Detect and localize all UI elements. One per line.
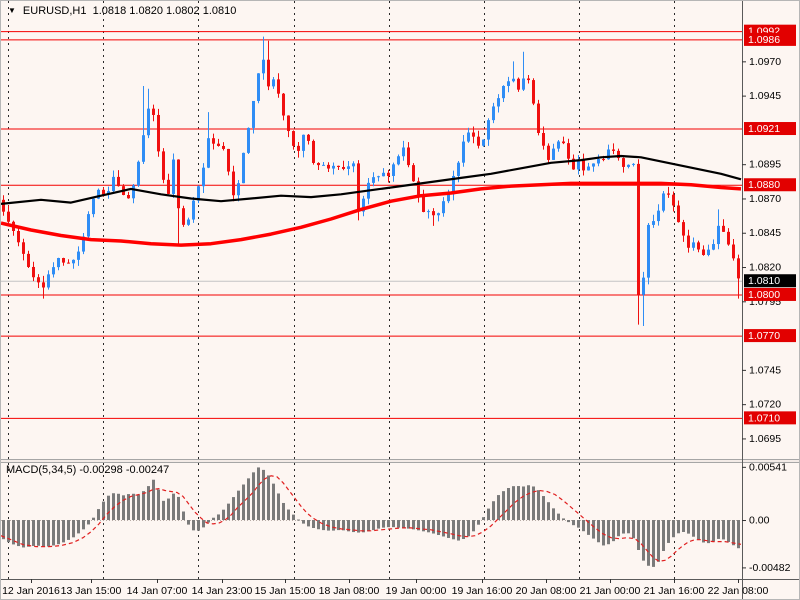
- svg-text:14 Jan 23:00: 14 Jan 23:00: [192, 585, 253, 597]
- svg-text:1.0945: 1.0945: [749, 90, 781, 102]
- svg-text:1.0720: 1.0720: [749, 399, 781, 411]
- svg-text:1.0870: 1.0870: [749, 193, 781, 205]
- candles: [2, 36, 740, 326]
- svg-text:-0.00482: -0.00482: [749, 562, 791, 574]
- svg-text:21 Jan 00:00: 21 Jan 00:00: [580, 585, 641, 597]
- macd-panel[interactable]: [1, 463, 742, 579]
- macd-indicator-label: MACD(5,34,5) -0.00298 -0.00247: [6, 464, 170, 476]
- svg-text:1.0770: 1.0770: [748, 330, 780, 342]
- svg-text:22 Jan 08:00: 22 Jan 08:00: [708, 585, 769, 597]
- price-axis-labels: 1.0970 1.0945 1.0895 1.0870 1.0845 1.0820 1.07…: [742, 56, 781, 445]
- svg-text:1.0810: 1.0810: [748, 275, 780, 287]
- macd-signal-line: [1, 475, 742, 562]
- current-price-badge: 1.0810: [744, 274, 796, 288]
- panel-separator: [1, 459, 799, 463]
- time-axis-labels: 12 Jan 2016 13 Jan 15:00 14 Jan 07:00 14 Ja…: [2, 579, 769, 597]
- svg-text:1.0895: 1.0895: [749, 159, 781, 171]
- svg-text:1.0986: 1.0986: [748, 34, 780, 46]
- price-chart-panel[interactable]: [1, 1, 742, 459]
- ma-fast-line: [1, 154, 742, 205]
- svg-text:1.0970: 1.0970: [749, 56, 781, 68]
- svg-text:1.0710: 1.0710: [748, 412, 780, 424]
- macd-histogram: [2, 467, 740, 567]
- svg-text:20 Jan 08:00: 20 Jan 08:00: [516, 585, 577, 597]
- svg-text:14 Jan 07:00: 14 Jan 07:00: [127, 585, 188, 597]
- svg-text:0.00541: 0.00541: [749, 461, 787, 473]
- svg-text:1.0745: 1.0745: [749, 364, 781, 376]
- time-axis[interactable]: [1, 579, 799, 599]
- svg-text:1.0820: 1.0820: [749, 262, 781, 274]
- svg-text:19 Jan 16:00: 19 Jan 16:00: [452, 585, 513, 597]
- price-axis[interactable]: [742, 1, 799, 579]
- svg-text:1.0695: 1.0695: [749, 433, 781, 445]
- svg-text:1.0880: 1.0880: [748, 179, 780, 191]
- svg-text:19 Jan 00:00: 19 Jan 00:00: [386, 585, 447, 597]
- svg-text:1.0845: 1.0845: [749, 227, 781, 239]
- macd-axis-labels: 0.00541 0.00 -0.00482: [742, 461, 791, 574]
- svg-text:1.0921: 1.0921: [748, 123, 780, 135]
- svg-text:15 Jan 15:00: 15 Jan 15:00: [255, 585, 316, 597]
- price-level-badges: 1.09921.09861.09211.08801.08001.07701.07…: [744, 24, 796, 425]
- svg-text:1.0800: 1.0800: [748, 289, 780, 301]
- svg-text:18 Jan 08:00: 18 Jan 08:00: [319, 585, 380, 597]
- chart-title: ▼ EURUSD,H1 1.0818 1.0820 1.0802 1.0810: [8, 5, 236, 17]
- svg-text:13 Jan 15:00: 13 Jan 15:00: [61, 585, 122, 597]
- symbol-ohlc-label: EURUSD,H1 1.0818 1.0820 1.0802 1.0810: [22, 5, 237, 17]
- ma-slow-line: [1, 181, 742, 247]
- svg-text:0.00: 0.00: [749, 515, 770, 527]
- svg-text:21 Jan 16:00: 21 Jan 16:00: [644, 585, 705, 597]
- level-lines: [1, 31, 742, 419]
- symbol-dropdown-icon[interactable]: ▼: [8, 6, 16, 15]
- svg-text:12 Jan 2016: 12 Jan 2016: [2, 585, 60, 597]
